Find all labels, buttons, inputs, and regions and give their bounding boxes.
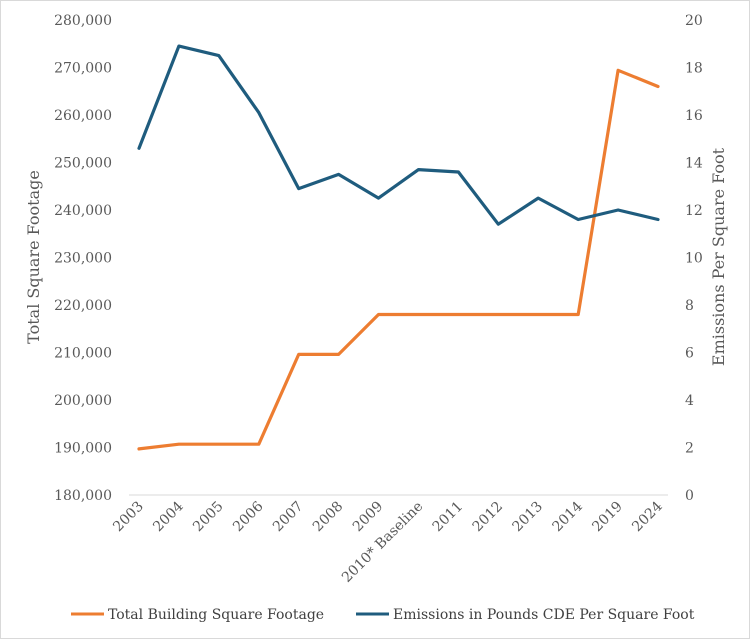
left-axis-ticks: 180,000 190,000 200,000 210,000 220,000 230,0… — [54, 13, 112, 504]
right-axis-title: Emissions Per Square Foot — [709, 147, 728, 366]
right-axis-tick-label: 6 — [685, 346, 694, 362]
x-axis-tick-label: 2013 — [510, 499, 547, 536]
right-axis-tick-label: 4 — [685, 393, 694, 409]
right-axis-tick-label: 8 — [685, 298, 694, 314]
left-axis-tick-label: 270,000 — [54, 61, 112, 77]
left-axis-tick-label: 250,000 — [54, 156, 112, 172]
series-line-emissions — [137, 44, 660, 226]
x-axis-tick-label: 2024 — [629, 498, 666, 535]
x-axis-tick-label: 2006 — [230, 498, 267, 535]
left-axis-tick-label: 220,000 — [54, 298, 112, 314]
left-axis-tick-label: 260,000 — [54, 108, 112, 124]
x-axis-tick-label: 2009 — [350, 499, 387, 536]
right-axis-tick-label: 12 — [685, 203, 703, 219]
x-axis-tick-label: 2003 — [110, 499, 147, 536]
right-axis-tick-label: 2 — [685, 441, 694, 457]
legend-item-square-footage: Total Building Square Footage — [71, 607, 324, 623]
left-axis-tick-label: 190,000 — [54, 441, 112, 457]
x-axis-tick-label: 2008 — [310, 499, 347, 536]
right-axis-ticks: 0 2 4 6 8 10 12 14 16 18 20 — [685, 13, 703, 504]
left-axis-tick-label: 240,000 — [54, 203, 112, 219]
right-axis-tick-label: 16 — [685, 108, 703, 124]
legend: Total Building Square Footage Emissions … — [71, 607, 695, 623]
right-axis-tick-label: 20 — [685, 13, 703, 29]
x-axis-tick-label: 2014 — [549, 498, 586, 535]
left-axis-tick-label: 210,000 — [54, 346, 112, 362]
x-axis-tick-label: 2012 — [470, 499, 507, 536]
x-axis-tick-label: 2007 — [270, 499, 307, 536]
series-line-square-footage — [137, 68, 660, 451]
legend-item-emissions: Emissions in Pounds CDE Per Square Foot — [356, 607, 695, 623]
series-lines — [137, 44, 660, 451]
left-axis-tick-label: 200,000 — [54, 393, 112, 409]
right-axis-tick-label: 10 — [685, 251, 703, 267]
left-axis-tick-label: 280,000 — [54, 13, 112, 29]
left-axis-title: Total Square Footage — [24, 170, 43, 344]
x-axis-tick-label: 2019 — [589, 499, 626, 536]
right-axis-tick-label: 14 — [685, 156, 703, 172]
left-axis-tick-label: 180,000 — [54, 488, 112, 504]
legend-label-emissions: Emissions in Pounds CDE Per Square Foot — [393, 607, 695, 623]
x-axis-tick-label: 2011 — [430, 499, 467, 536]
legend-label-square-footage: Total Building Square Footage — [108, 607, 324, 623]
left-axis-tick-label: 230,000 — [54, 251, 112, 267]
x-axis-tick-label: 2004 — [150, 498, 187, 535]
right-axis-tick-label: 18 — [685, 61, 703, 77]
right-axis-tick-label: 0 — [685, 488, 694, 504]
x-axis-tick-label: 2005 — [190, 499, 227, 536]
